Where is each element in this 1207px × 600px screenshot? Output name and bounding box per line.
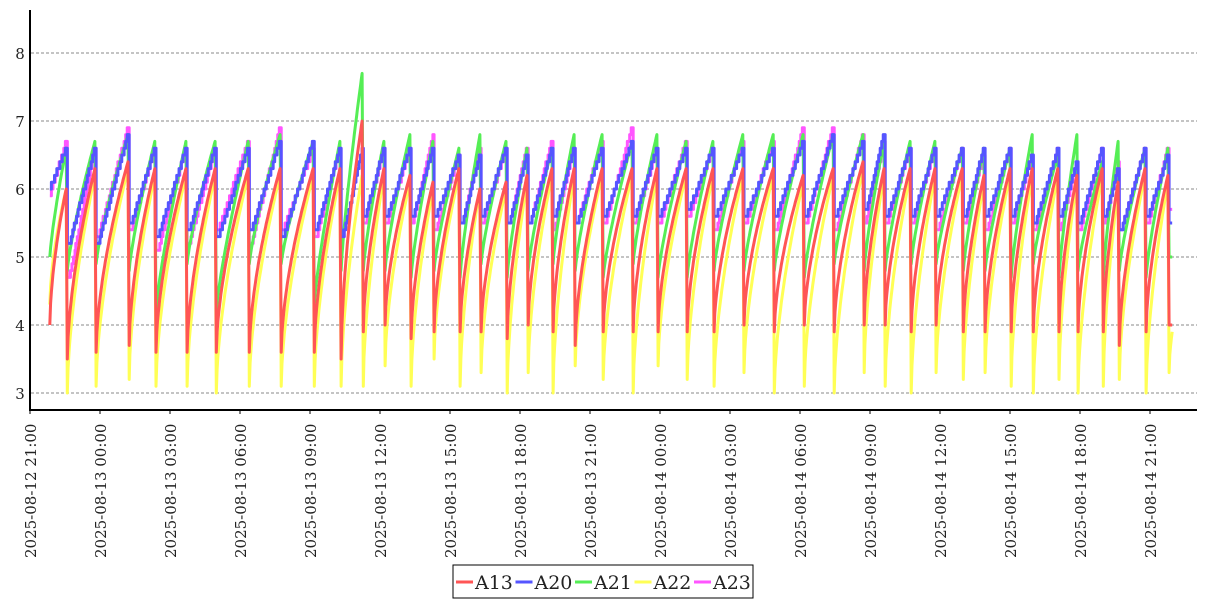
x-tick-label: 2025-08-14 15:00 bbox=[1002, 424, 1020, 558]
x-tick-label: 2025-08-12 21:00 bbox=[22, 424, 40, 558]
legend-label: A22 bbox=[653, 572, 692, 594]
x-tick-label: 2025-08-14 03:00 bbox=[722, 424, 740, 558]
y-tick-label: 6 bbox=[15, 181, 25, 199]
y-tick-label: 5 bbox=[15, 249, 25, 267]
x-tick-label: 2025-08-13 09:00 bbox=[302, 424, 320, 558]
y-tick-label: 8 bbox=[15, 45, 25, 63]
series-lines bbox=[48, 71, 1174, 395]
y-tick-labels: 3 4 5 6 7 8 bbox=[15, 45, 25, 403]
legend: A13 A20 A21 A22 A23 bbox=[452, 564, 754, 599]
legend-label: A20 bbox=[534, 572, 573, 594]
x-tick-label: 2025-08-13 03:00 bbox=[162, 424, 180, 558]
legend-label: A13 bbox=[474, 572, 513, 594]
y-tick-label: 7 bbox=[15, 113, 25, 131]
legend-label: A21 bbox=[593, 572, 632, 594]
x-tick-label: 2025-08-13 12:00 bbox=[372, 424, 390, 558]
x-tick-label: 2025-08-14 21:00 bbox=[1142, 424, 1160, 558]
legend-label: A23 bbox=[712, 572, 751, 594]
x-tick-labels: 2025-08-12 21:00 2025-08-13 00:00 2025-08-… bbox=[22, 410, 1160, 558]
y-tick-label: 3 bbox=[15, 385, 25, 403]
x-tick-label: 2025-08-14 00:00 bbox=[652, 424, 670, 558]
x-tick-label: 2025-08-14 09:00 bbox=[862, 424, 880, 558]
x-tick-label: 2025-08-13 18:00 bbox=[512, 424, 530, 558]
y-tick-label: 4 bbox=[15, 317, 25, 335]
series-line-a13 bbox=[48, 119, 1173, 361]
x-tick-label: 2025-08-14 18:00 bbox=[1072, 424, 1090, 558]
x-tick-label: 2025-08-13 00:00 bbox=[92, 424, 110, 558]
x-tick-label: 2025-08-13 21:00 bbox=[582, 424, 600, 558]
x-tick-label: 2025-08-14 12:00 bbox=[932, 424, 950, 558]
x-tick-label: 2025-08-13 06:00 bbox=[232, 424, 250, 558]
x-tick-label: 2025-08-13 15:00 bbox=[442, 424, 460, 558]
x-tick-label: 2025-08-14 06:00 bbox=[792, 424, 810, 558]
